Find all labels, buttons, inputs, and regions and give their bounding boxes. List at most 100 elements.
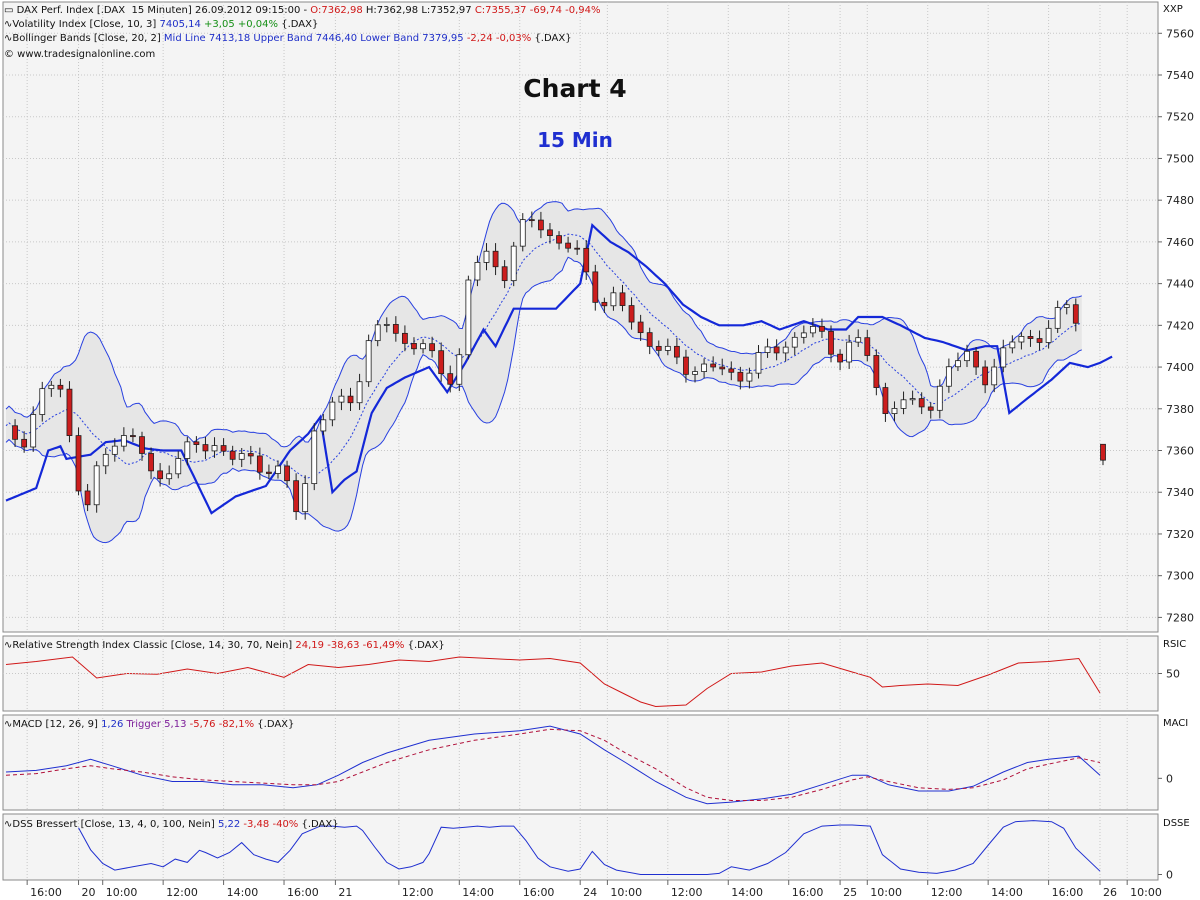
price-tick-label: 7360 (1166, 445, 1194, 458)
price-candle (664, 338, 671, 356)
price-legend-close: C:7355,37 (474, 5, 527, 16)
candle-body (429, 343, 436, 352)
candle-body (955, 360, 961, 368)
candle-body (501, 266, 508, 282)
price-candle (755, 345, 762, 379)
price-candle (447, 365, 454, 393)
candle-body (927, 406, 934, 411)
price-candle (1045, 320, 1052, 349)
price-candle (48, 380, 55, 397)
candle-body (619, 292, 626, 306)
price-candle (438, 342, 445, 382)
dss-legend-icon: ∿ (4, 819, 13, 830)
price-candle (102, 448, 109, 475)
price-candle (828, 325, 834, 363)
price-candle (429, 336, 436, 358)
dss-legend-percent: -40% (272, 819, 299, 830)
candle-body (882, 387, 889, 415)
price-candle (1063, 300, 1070, 315)
x-tick-label: 10:00 (106, 886, 138, 899)
price-candle (1072, 298, 1079, 332)
candle-body (293, 480, 300, 513)
bollinger-lower-band (5, 256, 1082, 544)
candle-body (66, 388, 73, 436)
price-candle (356, 373, 363, 410)
price-candle (773, 339, 780, 361)
price-candle (229, 445, 236, 466)
vix-legend-percent: +0,04% (237, 19, 279, 30)
price-candle (130, 428, 136, 443)
price-candle (157, 463, 164, 487)
x-tick-label: 10:00 (610, 886, 642, 899)
price-candle (510, 241, 517, 287)
macd-trigger-line (5, 728, 1101, 801)
price-candle (411, 337, 417, 355)
candle-body (918, 398, 925, 408)
macd-legend-value: 1,26 (101, 719, 124, 730)
dss-line (78, 820, 1101, 875)
price-candle (365, 334, 372, 387)
price-candle (139, 431, 145, 461)
price-candle (791, 332, 798, 355)
macd-axis-title: MACI (1163, 718, 1189, 729)
bb-legend-suffix: {.DAX} (531, 33, 572, 44)
x-tick-label: 16:00 (287, 886, 319, 899)
price-candle (945, 358, 952, 393)
candle-body (1072, 304, 1079, 324)
price-candle (837, 349, 843, 371)
price-candle (320, 413, 327, 436)
candle-body (220, 445, 227, 452)
candle-body (338, 395, 345, 403)
x-tick-label: 10:00 (870, 886, 902, 899)
candle-body (755, 352, 762, 374)
x-tick-label: 20 (82, 886, 96, 899)
price-candle (646, 327, 653, 355)
price-candle (57, 378, 64, 398)
rsi-tick-label: 50 (1166, 668, 1180, 681)
price-candle (93, 461, 100, 513)
price-candle (1000, 339, 1007, 373)
copyright-label: © www.tradesignalonline.com (4, 49, 156, 60)
bb-legend-percent: -0,03% (495, 33, 532, 44)
price-tick-label: 7540 (1166, 69, 1194, 82)
price-tick-label: 7480 (1166, 194, 1194, 207)
price-candle (692, 366, 698, 383)
candle-body (465, 279, 472, 356)
candles (12, 211, 1106, 520)
candle-body (1027, 336, 1034, 339)
candle-body (30, 414, 37, 448)
price-legend-low: L:7352,97 (421, 5, 472, 16)
candle-body (130, 435, 136, 438)
price-candle (683, 349, 689, 383)
candle-body (828, 330, 834, 355)
candle-body (175, 458, 182, 475)
candle-body (737, 371, 744, 382)
macd-line (5, 725, 1101, 805)
candle-body (166, 473, 173, 480)
candle-body (764, 346, 771, 353)
candle-body (846, 341, 853, 363)
candle-body (211, 445, 218, 452)
x-tick-label: 21 (338, 886, 352, 899)
candle-body (102, 453, 109, 467)
price-candle (619, 284, 626, 312)
candle-body (837, 353, 843, 363)
price-candle (873, 349, 880, 396)
price-candle (782, 341, 789, 362)
candle-body (519, 219, 526, 247)
bollinger-upper-band (5, 201, 1082, 448)
candle-body (909, 398, 916, 401)
candle-body (275, 465, 281, 474)
price-legend-icon: ▭ (4, 5, 17, 16)
candle-body (982, 366, 989, 386)
price-candle (1054, 300, 1061, 333)
price-candle (420, 339, 426, 354)
candle-body (855, 337, 862, 343)
vix-legend-suffix: {.DAX} (278, 19, 319, 30)
macd-legend-prefix: MACD [12, 26, 9] (12, 719, 102, 730)
price-candle (1036, 330, 1043, 351)
candle-body (48, 384, 55, 390)
price-tick-label: 7400 (1166, 361, 1194, 374)
